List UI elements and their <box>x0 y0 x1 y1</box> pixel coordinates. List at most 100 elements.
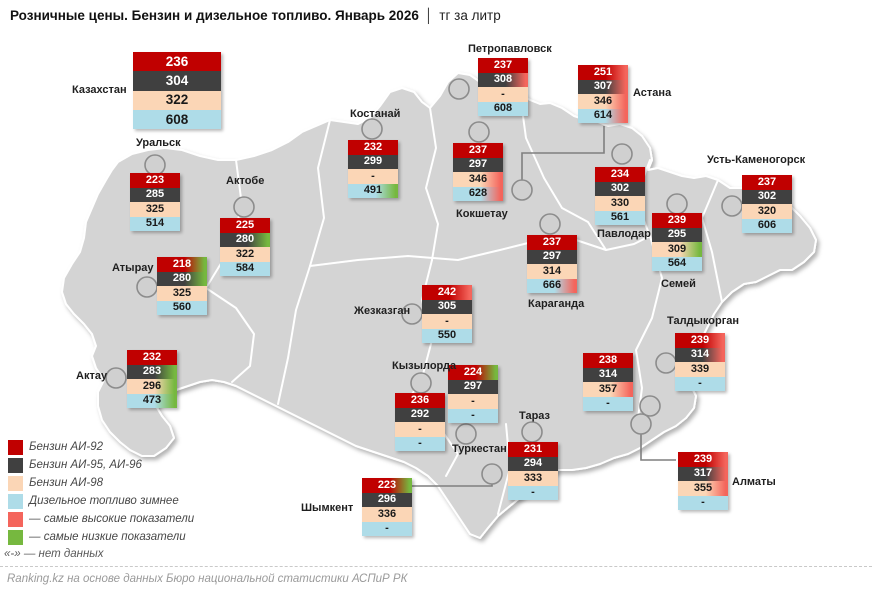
city-label-kostanay: Костанай <box>350 108 401 120</box>
price-cell-ai92: 218 <box>157 257 207 272</box>
price-cell-ai95: 302 <box>595 181 645 196</box>
legend-swatch-ai98 <box>8 475 23 491</box>
connector-astana <box>521 126 605 181</box>
city-label-aktau: Актау <box>76 370 108 382</box>
city-marker <box>630 413 652 435</box>
city-label-uralsk: Уральск <box>136 137 181 149</box>
legend-swatch-diesel <box>8 493 23 509</box>
price-cell-ai95: 297 <box>453 157 503 172</box>
legend-item-diesel: Дизельное топливо зимнее <box>8 492 194 510</box>
price-cell-ai98: 325 <box>130 202 180 217</box>
legend-swatch-ai95 <box>8 457 23 473</box>
price-cell-ai92: 232 <box>127 350 177 365</box>
city-label-zhezkazgan: Жезказган <box>354 305 411 317</box>
price-cell-diesel: 514 <box>130 216 180 231</box>
price-cell-ai95: 317 <box>678 466 728 481</box>
price-cell-ai98: - <box>448 394 498 409</box>
city-marker <box>468 121 490 143</box>
price-cell-ai95: 314 <box>675 347 725 362</box>
legend-label: — самые низкие показатели <box>29 531 186 543</box>
city-label-shymkent: Шымкент <box>301 502 354 514</box>
legend-swatch-high <box>8 511 23 527</box>
price-cell-ai95: 280 <box>157 271 207 286</box>
price-cell-ai98: - <box>395 422 445 437</box>
price-cell-diesel: - <box>678 495 728 510</box>
price-cell-ai98: 357 <box>583 382 633 397</box>
price-cell-ai95: 314 <box>583 367 633 382</box>
price-cell-ai98: - <box>422 314 472 329</box>
price-block-kyzylorda: 236 292- - <box>395 393 445 451</box>
price-block-taldykorgan: 239 314 339- <box>675 333 725 391</box>
title-text: Розничные цены. Бензин и дизельное топли… <box>10 8 419 23</box>
price-block-kazakhstan: 236 304 322 608 <box>133 52 221 129</box>
city-marker <box>511 179 533 201</box>
city-marker <box>233 196 255 218</box>
price-block-shymkent: 223 296 336- <box>362 478 412 536</box>
price-block-zhezkazgan: 242 305-550 <box>422 285 472 343</box>
price-cell-diesel: 614 <box>578 108 628 123</box>
legend-item-ai95: Бензин АИ-95, АИ-96 <box>8 456 194 474</box>
no-data-note: «-» — нет данных <box>4 548 104 560</box>
legend-item-high: — самые высокие показатели <box>8 510 194 528</box>
price-cell-ai92: 223 <box>362 478 412 493</box>
price-block-uralsk: 223 285 325 514 <box>130 173 180 231</box>
price-block-karaganda: 237 297 314 666 <box>527 235 577 293</box>
price-cell-ai98: - <box>348 169 398 184</box>
price-cell-diesel: 561 <box>595 210 645 225</box>
city-label-karaganda: Караганда <box>528 298 585 310</box>
legend-label: Дизельное топливо зимнее <box>29 495 179 507</box>
price-block-almaty: 239 317 355- <box>678 452 728 510</box>
price-block-semey: 239 295 309 564 <box>652 213 702 271</box>
price-cell-ai92: 224 <box>448 365 498 380</box>
city-label-ust-kamenogorsk: Усть-Каменогорск <box>707 154 806 166</box>
price-cell-ai92: 251 <box>578 65 628 80</box>
city-label-kazakhstan: Казахстан <box>72 84 127 96</box>
price-block-atyrau: 218 280 325 560 <box>157 257 207 315</box>
price-cell-ai98: 320 <box>742 204 792 219</box>
city-markers <box>105 78 743 485</box>
price-block-aktau: 232 283 296 473 <box>127 350 177 408</box>
price-cell-diesel: 473 <box>127 393 177 408</box>
city-marker <box>448 78 470 100</box>
price-cell-diesel: 608 <box>133 109 221 129</box>
price-cell-ai98: - <box>478 87 528 102</box>
price-cell-ai92: 225 <box>220 218 270 233</box>
footer-divider <box>0 566 872 567</box>
city-marker <box>455 423 477 445</box>
city-label-taldykorgan: Талдыкорган <box>667 315 740 327</box>
price-cell-diesel: - <box>675 376 725 391</box>
price-cell-diesel: - <box>508 485 558 500</box>
price-cell-diesel: 491 <box>348 183 398 198</box>
price-cell-ai98: 346 <box>453 172 503 187</box>
price-cell-ai98: 325 <box>157 286 207 301</box>
price-cell-ai95: 285 <box>130 187 180 202</box>
price-block-ust-kamenogorsk: 237 302 320 606 <box>742 175 792 233</box>
legend-item-ai98: Бензин АИ-98 <box>8 474 194 492</box>
price-block-astana: 251 307 346 614 <box>578 65 628 123</box>
city-marker <box>655 352 677 374</box>
legend-label: — самые высокие показатели <box>29 513 195 525</box>
city-marker <box>105 367 127 389</box>
price-cell-ai92: 239 <box>678 452 728 467</box>
price-cell-ai92: 237 <box>527 235 577 250</box>
city-marker <box>481 463 503 485</box>
city-label-atyrau: Атырау <box>112 262 154 274</box>
price-cell-ai95: 283 <box>127 364 177 379</box>
city-label-pavlodar: Павлодар <box>597 228 651 240</box>
price-cell-diesel: 608 <box>478 101 528 116</box>
city-label-almaty: Алматы <box>732 476 776 488</box>
price-block-petropavlovsk: 237 308-608 <box>478 58 528 116</box>
legend-label: Бензин АИ-98 <box>29 477 103 489</box>
price-cell-ai95: 307 <box>578 79 628 94</box>
price-cell-diesel: - <box>583 396 633 411</box>
price-cell-ai92: 231 <box>508 442 558 457</box>
price-cell-diesel: - <box>448 408 498 423</box>
legend-swatch-ai92 <box>8 439 23 455</box>
page-title: Розничные цены. Бензин и дизельное топли… <box>10 8 501 23</box>
price-cell-ai92: 239 <box>675 333 725 348</box>
city-marker <box>144 154 166 176</box>
price-cell-ai98: 339 <box>675 362 725 377</box>
price-cell-ai98: 314 <box>527 264 577 279</box>
city-marker <box>521 421 543 443</box>
price-cell-ai95: 305 <box>422 299 472 314</box>
